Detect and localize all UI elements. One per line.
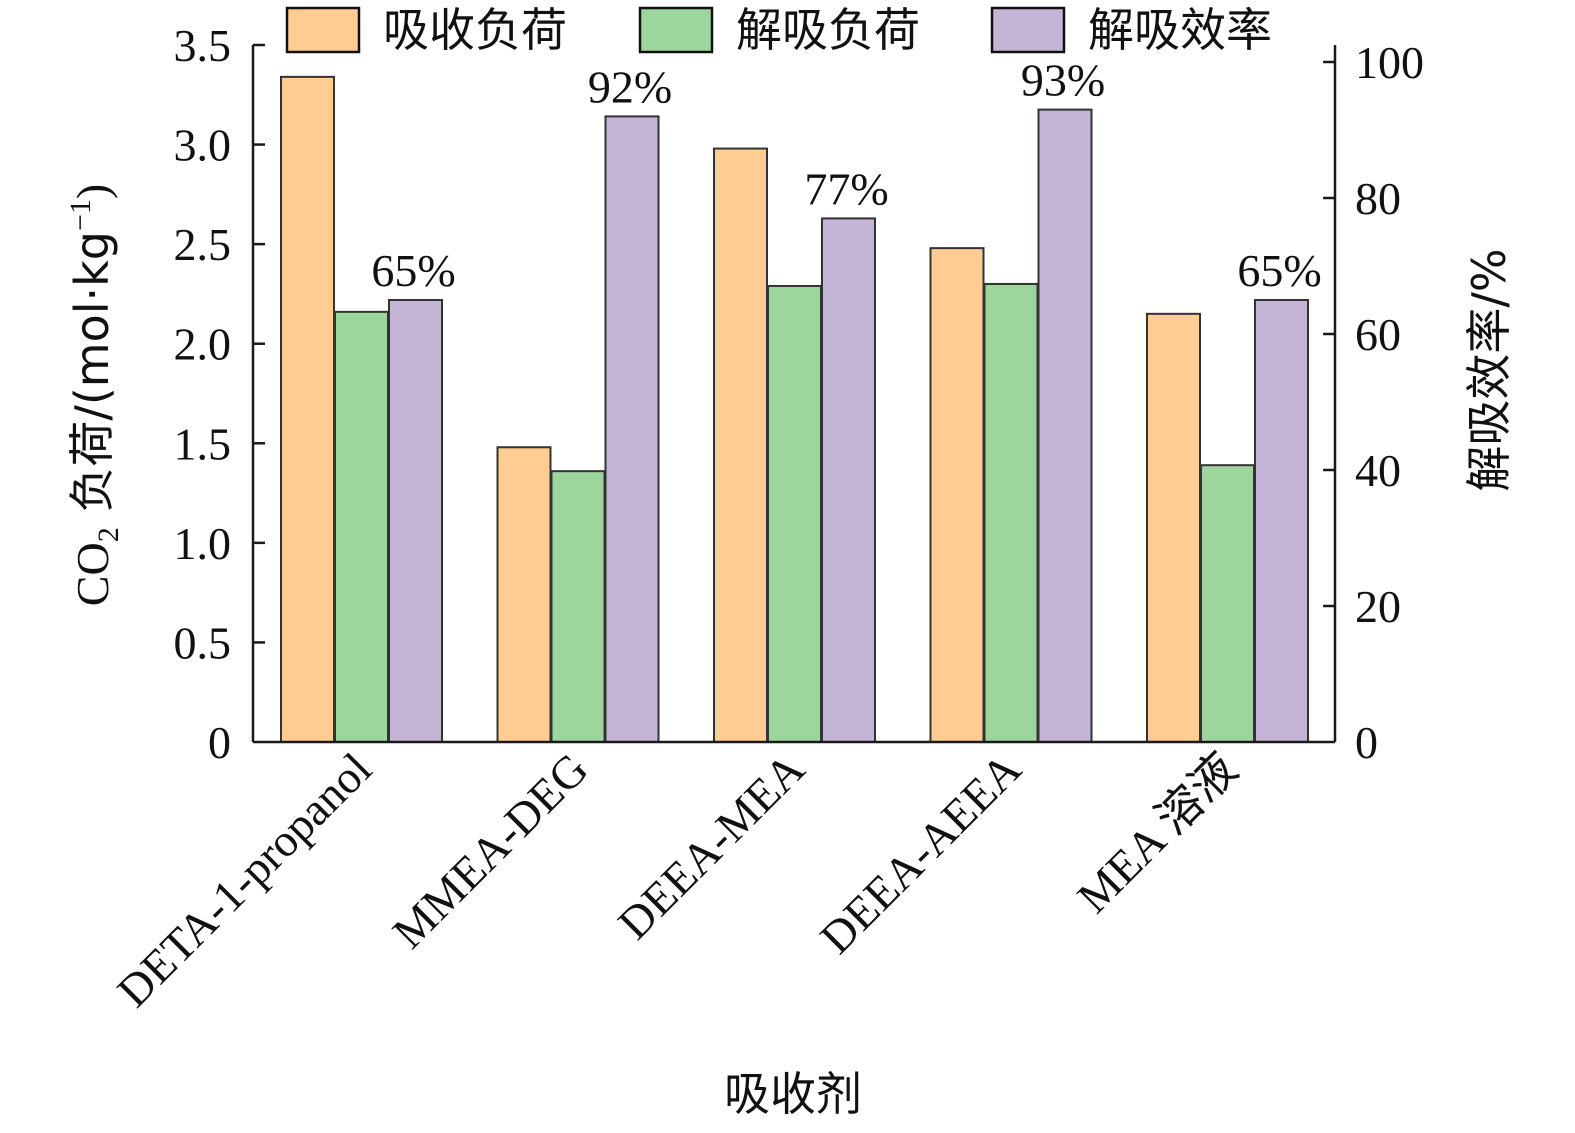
- category-label: DEEA-MEA: [608, 743, 814, 949]
- bar-absorption: [280, 75, 335, 743]
- legend: 吸收负荷 解吸负荷 解吸效率: [285, 3, 1272, 57]
- legend-swatch: [285, 6, 361, 54]
- y2-axis-title: 解吸效率/%: [1462, 248, 1516, 491]
- y2-tick-label: 80: [1355, 173, 1401, 224]
- y-tick-label: 2.0: [174, 319, 232, 370]
- y2-tick-label: 40: [1355, 445, 1401, 496]
- bar-efficiency: [1254, 299, 1309, 743]
- y2-tick-label: 60: [1355, 309, 1401, 360]
- y-tick-label: 3.0: [174, 120, 232, 171]
- y2-tick-label: 0: [1355, 717, 1378, 768]
- bar-absorption: [496, 446, 552, 743]
- legend-swatch: [638, 6, 714, 54]
- category-label: DETA-1-propanol: [107, 743, 381, 1017]
- data-labels: 65% 92% 77% 93% 65%: [371, 55, 1321, 296]
- y-tick-label: 0.5: [174, 617, 232, 668]
- legend-label: 解吸效率: [1088, 3, 1272, 57]
- data-label: 65%: [371, 245, 455, 296]
- y2-tick-label: 100: [1355, 37, 1424, 88]
- x-axis-title: 吸收剂: [724, 1067, 862, 1121]
- y-tick-label: 3.5: [174, 20, 232, 71]
- x-axis-labels: DETA-1-propanol MMEA-DEG DEEA-MEADEEA-AEEA…: [107, 743, 1247, 1017]
- bar-desorption: [334, 310, 389, 743]
- bar-absorption: [1146, 312, 1201, 743]
- bar-efficiency: [821, 217, 876, 743]
- bar-desorption: [1200, 464, 1255, 743]
- y-axis-title: CO2 负荷/(mol·kg−1): [64, 184, 125, 606]
- bar-efficiency: [604, 115, 660, 743]
- bar-desorption: [767, 284, 822, 743]
- category-label: MEA 溶液: [1067, 743, 1247, 923]
- y2-axis-ticks: 0 20 40 60 80 100: [1323, 37, 1424, 768]
- y-tick-label: 1.5: [174, 418, 232, 469]
- axes: [251, 45, 1337, 744]
- data-label: 92%: [588, 61, 672, 112]
- legend-label: 吸收负荷: [383, 3, 567, 57]
- bar-absorption: [713, 147, 768, 744]
- category-label: MMEA-DEG: [383, 743, 598, 958]
- bar-desorption: [983, 282, 1039, 743]
- bar-absorption: [929, 247, 985, 744]
- data-label: 77%: [804, 163, 888, 214]
- y-tick-label: 1.0: [174, 518, 232, 569]
- y2-tick-label: 20: [1355, 581, 1401, 632]
- data-label: 93%: [1021, 55, 1105, 106]
- bar-efficiency: [1037, 108, 1093, 744]
- data-label: 65%: [1237, 245, 1321, 296]
- category-label: DEEA-AEEA: [810, 743, 1030, 963]
- legend-label: 解吸负荷: [736, 3, 920, 57]
- bar-desorption: [550, 470, 606, 743]
- y-axis-ticks: 0 0.5 1.0 1.5 2.0 2.5 3.0 3.5: [174, 20, 265, 768]
- y-tick-label: 2.5: [174, 219, 232, 270]
- bars: [280, 75, 1309, 744]
- bar-efficiency: [388, 299, 443, 743]
- legend-swatch: [990, 6, 1066, 54]
- y-tick-label: 0: [208, 717, 231, 768]
